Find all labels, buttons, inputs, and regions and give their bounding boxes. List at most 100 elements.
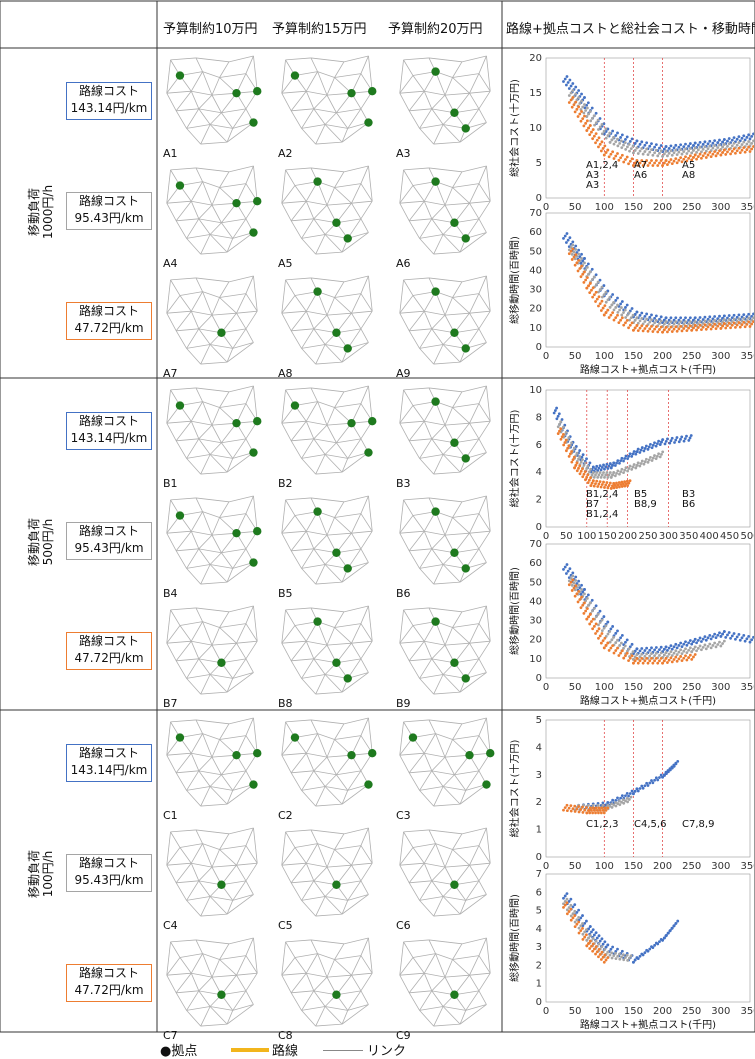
network-link xyxy=(226,452,254,473)
network-link xyxy=(351,862,373,866)
network-link xyxy=(305,863,315,881)
data-point xyxy=(588,133,592,137)
network-link xyxy=(334,623,361,628)
data-point xyxy=(656,154,660,158)
network-link xyxy=(211,94,222,113)
network-link xyxy=(166,90,192,94)
data-point xyxy=(641,152,645,156)
data-point xyxy=(735,143,739,147)
network-link xyxy=(324,774,337,787)
data-point xyxy=(670,330,674,333)
data-point xyxy=(727,321,731,325)
data-point xyxy=(552,411,556,415)
data-point xyxy=(579,592,583,596)
network-link xyxy=(313,204,328,220)
data-point xyxy=(668,768,672,772)
data-point xyxy=(577,810,581,814)
network-link xyxy=(486,717,491,754)
data-point xyxy=(622,656,626,660)
data-point xyxy=(584,609,588,613)
network-link xyxy=(253,55,258,92)
data-point xyxy=(583,96,586,99)
chart-annotation: B3 xyxy=(682,489,695,500)
data-point xyxy=(577,258,581,262)
network-link xyxy=(408,772,420,791)
data-point xyxy=(608,462,612,465)
network-link xyxy=(166,609,171,644)
data-point xyxy=(600,140,604,144)
data-point xyxy=(633,149,637,152)
data-point xyxy=(670,436,674,440)
depot-node xyxy=(290,71,300,80)
network-link xyxy=(347,990,362,1011)
network-link xyxy=(452,735,479,740)
data-point xyxy=(709,646,713,650)
network-link xyxy=(175,640,192,662)
network-link xyxy=(442,454,461,473)
data-point xyxy=(618,308,622,312)
network-link xyxy=(424,420,446,426)
data-point xyxy=(672,658,676,661)
data-point xyxy=(590,598,594,602)
data-point xyxy=(587,927,590,931)
network-link xyxy=(368,385,373,422)
data-point xyxy=(562,567,565,571)
network-link xyxy=(170,831,181,848)
network-link xyxy=(469,183,480,204)
data-point xyxy=(584,599,588,603)
data-point xyxy=(752,139,754,143)
network-link xyxy=(351,183,362,204)
network-link xyxy=(452,623,479,628)
network-link xyxy=(290,772,302,791)
network-link xyxy=(360,845,373,864)
network-link xyxy=(291,990,314,994)
data-point xyxy=(558,429,561,433)
network-link xyxy=(368,827,373,864)
data-point xyxy=(625,796,629,800)
data-point xyxy=(742,320,746,324)
data-point xyxy=(635,159,639,162)
network-link xyxy=(399,941,404,976)
data-point xyxy=(706,153,710,157)
data-point xyxy=(618,803,622,807)
data-point xyxy=(598,939,602,943)
depot-node xyxy=(450,108,459,117)
network-link xyxy=(431,976,446,992)
network-link xyxy=(336,108,361,114)
network-link xyxy=(351,972,373,976)
data-point xyxy=(695,649,698,653)
y-tick-label: 20 xyxy=(529,53,542,64)
data-point xyxy=(577,583,581,587)
data-point xyxy=(597,942,601,946)
data-point xyxy=(586,464,590,468)
network-link xyxy=(245,717,254,736)
y-tick-label: 10 xyxy=(529,323,542,334)
data-point xyxy=(664,439,668,443)
route-cost-title: 路線コスト xyxy=(78,414,139,428)
network-link xyxy=(433,361,461,365)
network-link xyxy=(444,627,453,646)
network-link xyxy=(399,625,414,644)
network-link xyxy=(403,829,430,833)
data-point xyxy=(567,900,571,903)
network-link xyxy=(360,658,369,673)
data-point xyxy=(664,149,668,153)
network-link xyxy=(360,275,369,294)
network-link xyxy=(226,1004,254,1025)
network-link xyxy=(245,880,254,895)
data-point xyxy=(677,145,681,149)
depot-node xyxy=(343,344,352,353)
data-point xyxy=(666,437,669,441)
data-point xyxy=(662,659,666,663)
data-point xyxy=(638,464,642,468)
network-link xyxy=(431,866,446,882)
data-point xyxy=(567,910,571,913)
data-point xyxy=(585,938,589,942)
network-link xyxy=(324,442,337,455)
data-point xyxy=(680,329,684,333)
network-link xyxy=(313,644,328,660)
data-point xyxy=(665,772,668,776)
data-point xyxy=(610,303,614,307)
network-link xyxy=(315,454,326,475)
data-point xyxy=(670,926,674,930)
